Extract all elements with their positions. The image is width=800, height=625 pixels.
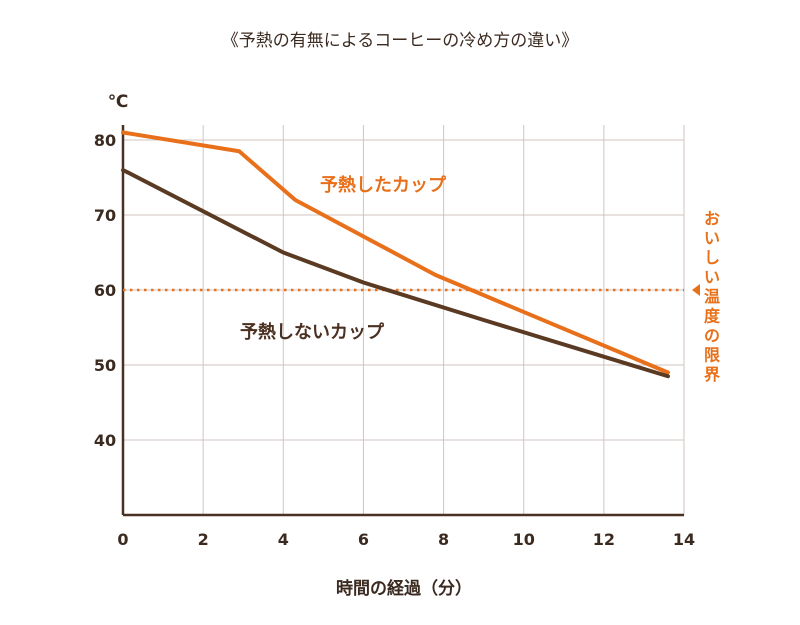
series-label-preheated: 予熱したカップ — [320, 174, 447, 196]
limit-label-char: 限 — [704, 346, 721, 365]
series-group — [121, 130, 670, 379]
x-axis-label: 時間の経過（分） — [336, 578, 472, 599]
chart-title: 《予熱の有無によるコーヒーの冷め方の違い》 — [222, 31, 579, 51]
x-tick-label: 4 — [278, 530, 289, 549]
x-tick-label: 10 — [513, 530, 535, 549]
x-tick-label: 14 — [673, 530, 695, 549]
y-tick-label: 40 — [94, 431, 116, 450]
y-tick-label: 60 — [94, 281, 116, 300]
limit-label-char: い — [704, 229, 720, 248]
y-tick-label: 50 — [94, 356, 116, 375]
x-tick-label: 8 — [438, 530, 449, 549]
series-labels: 予熱したカップ 予熱しないカップ — [240, 174, 447, 343]
tick-labels: 0 2 4 6 8 10 12 14 40 50 60 70 80 — [94, 131, 695, 549]
x-tick-label: 0 — [117, 530, 128, 549]
limit-label-char: お — [704, 209, 720, 228]
limit-label-char: の — [704, 326, 720, 345]
y-axis-unit: ℃ — [108, 92, 129, 112]
x-tick-label: 6 — [358, 530, 369, 549]
series-line-1 — [121, 168, 670, 379]
limit-label-char: い — [704, 268, 720, 287]
reference-arrow-marker — [692, 284, 700, 296]
series-label-not-preheated: 予熱しないカップ — [240, 321, 385, 343]
reference-line-group — [123, 284, 700, 296]
limit-label-char: 温 — [703, 287, 720, 306]
y-tick-label: 80 — [94, 131, 116, 150]
x-tick-label: 12 — [593, 530, 615, 549]
series-line-0 — [121, 130, 670, 375]
x-tick-label: 2 — [198, 530, 209, 549]
y-tick-label: 70 — [94, 206, 116, 225]
axes — [121, 125, 684, 517]
limit-label-char: 界 — [704, 365, 720, 384]
limit-label-char: し — [704, 248, 720, 267]
limit-label-char: 度 — [704, 307, 721, 326]
